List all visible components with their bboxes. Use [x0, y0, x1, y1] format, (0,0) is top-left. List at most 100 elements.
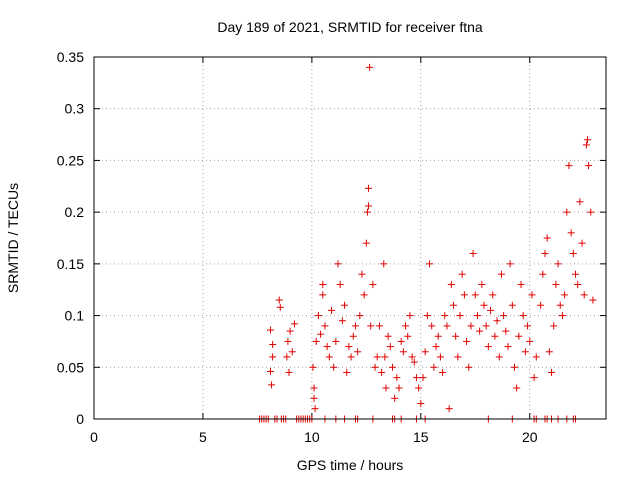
data-point	[325, 353, 333, 361]
data-point	[482, 322, 490, 330]
data-point	[497, 270, 505, 278]
data-point	[415, 384, 423, 392]
data-point	[441, 312, 449, 320]
data-point	[428, 322, 436, 330]
data-point	[319, 291, 327, 299]
data-point	[341, 301, 349, 309]
data-point	[363, 208, 371, 216]
data-point	[480, 301, 488, 309]
x-tick-label: 5	[199, 429, 207, 445]
data-point	[417, 399, 425, 407]
data-point	[360, 291, 368, 299]
data-point	[386, 343, 394, 351]
data-point	[545, 348, 553, 356]
x-tick-label: 10	[304, 429, 320, 445]
data-point	[369, 281, 377, 289]
data-point	[495, 353, 503, 361]
data-point	[519, 312, 527, 320]
data-point	[284, 337, 292, 345]
data-point	[585, 162, 593, 170]
data-point	[397, 337, 405, 345]
data-point	[524, 322, 532, 330]
data-point	[276, 303, 284, 311]
data-point	[528, 291, 536, 299]
data-point	[334, 260, 342, 268]
data-point	[327, 306, 335, 314]
y-axis-label: SRMTID / TECUs	[5, 183, 21, 293]
data-point	[384, 332, 392, 340]
data-point	[502, 327, 510, 335]
data-point	[347, 353, 355, 361]
data-point	[454, 353, 462, 361]
data-point	[574, 281, 582, 289]
data-point	[473, 312, 481, 320]
chart-title: Day 189 of 2021, SRMTID for receiver ftn…	[217, 19, 483, 35]
data-point	[404, 332, 412, 340]
data-point	[436, 353, 444, 361]
data-point	[336, 281, 344, 289]
data-point	[311, 405, 319, 413]
data-point	[556, 301, 564, 309]
data-point	[412, 374, 420, 382]
data-point	[452, 332, 460, 340]
data-point	[338, 317, 346, 325]
data-point	[332, 337, 340, 345]
data-point	[381, 353, 389, 361]
data-point	[426, 260, 434, 268]
data-point	[402, 322, 410, 330]
data-point	[443, 322, 451, 330]
data-point	[506, 260, 514, 268]
data-point	[275, 296, 283, 304]
data-point	[269, 353, 277, 361]
data-point	[578, 239, 586, 247]
data-point	[467, 322, 475, 330]
data-point	[323, 343, 331, 351]
data-point	[286, 327, 294, 335]
data-point	[567, 229, 575, 237]
data-point	[349, 332, 357, 340]
data-point	[421, 348, 429, 356]
data-point	[356, 312, 364, 320]
data-point	[489, 291, 497, 299]
data-point	[548, 368, 556, 376]
data-point	[500, 312, 508, 320]
data-point	[378, 368, 386, 376]
data-point	[510, 363, 518, 371]
data-point	[508, 301, 516, 309]
data-point	[487, 306, 495, 314]
data-point	[367, 322, 375, 330]
data-point	[388, 363, 396, 371]
data-point	[399, 348, 407, 356]
data-point	[561, 291, 569, 299]
data-point	[343, 368, 351, 376]
data-point	[269, 341, 277, 349]
y-tick-label: 0.35	[57, 49, 84, 65]
data-point	[539, 270, 547, 278]
data-point	[513, 384, 521, 392]
data-point	[580, 291, 588, 299]
data-point	[310, 384, 318, 392]
data-point	[365, 184, 373, 192]
y-tick-label: 0.25	[57, 152, 84, 168]
data-point	[366, 63, 374, 71]
data-point	[371, 363, 379, 371]
x-tick-label: 15	[413, 429, 429, 445]
data-point	[439, 368, 447, 376]
data-point	[283, 353, 291, 361]
data-point	[554, 260, 562, 268]
axis-ticks: 0 0.05 0.1 0.15 0.2 0.25 0.3 0.35 0 5 10 15 20	[57, 49, 606, 445]
data-point	[314, 312, 322, 320]
x-tick-label: 20	[522, 429, 538, 445]
data-point	[458, 270, 466, 278]
y-tick-label: 0	[76, 411, 84, 427]
data-point	[521, 348, 529, 356]
data-point	[476, 327, 484, 335]
data-point	[330, 363, 338, 371]
data-point	[430, 363, 438, 371]
data-point	[268, 381, 276, 389]
data-point	[583, 136, 591, 144]
data-point	[395, 384, 403, 392]
data-point	[375, 322, 383, 330]
data-point	[382, 384, 390, 392]
grid-lines	[94, 57, 606, 419]
